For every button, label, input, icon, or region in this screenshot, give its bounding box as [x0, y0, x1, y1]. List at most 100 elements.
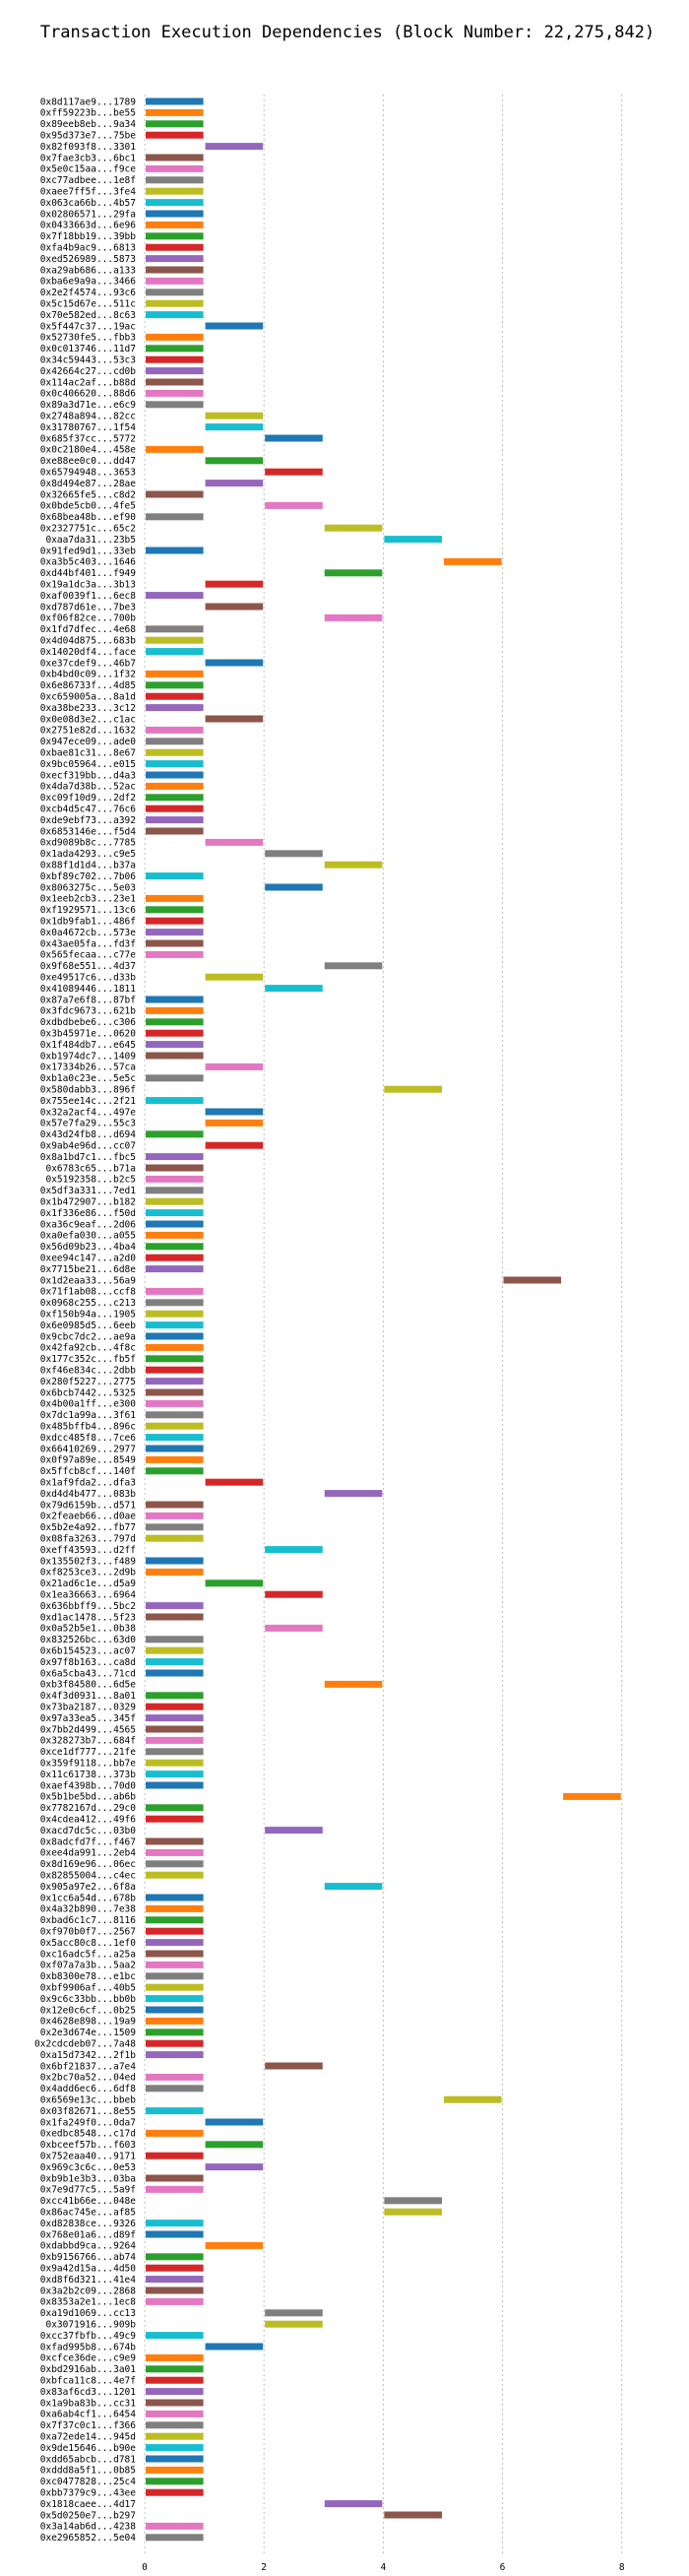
bar-150 [146, 1781, 204, 1789]
y-tick-label-3: 0x95d373e7...75be [40, 131, 137, 142]
y-tick-label-90: 0x32a2acf4...497e [40, 1107, 137, 1118]
bar-176 [146, 2073, 204, 2081]
bar-30 [265, 434, 323, 442]
y-tick-label-76: 0x565fecaa...c77e [40, 950, 137, 961]
bar-192 [146, 2253, 204, 2261]
bar-94 [146, 1153, 204, 1161]
bar-155 [146, 1837, 204, 1845]
bar-159 [324, 1883, 383, 1891]
y-tick-label-75: 0x43ae05fa...fd3f [40, 938, 136, 949]
bar-135 [146, 1613, 204, 1621]
y-tick-label-78: 0xe49517c6...d33b [40, 973, 137, 984]
y-tick-label-176: 0x2bc70a52...04ed [40, 2073, 136, 2084]
bar-60 [146, 771, 204, 779]
bar-78 [205, 973, 264, 981]
y-tick-label-17: 0x2e2f4574...93c6 [40, 288, 137, 298]
y-tick-label-99: 0x1f336e86...f50d [40, 1208, 136, 1219]
bar-118 [146, 1422, 204, 1430]
y-tick-label-20: 0x5f447c37...19ac [40, 321, 136, 332]
bar-112 [146, 1355, 204, 1363]
grid-lines [144, 95, 623, 2556]
bar-0 [146, 97, 204, 105]
y-tick-label-213: 0xbb7379c9...43ee [40, 2488, 137, 2499]
y-tick-label-131: 0xf8253ce3...2d9b [40, 1568, 137, 1578]
y-tick-label-149: 0x11c61738...373b [40, 1770, 137, 1780]
bar-46 [324, 613, 383, 621]
y-tick-label-138: 0x6b154523...ac07 [40, 1646, 136, 1657]
bar-70 [265, 883, 323, 891]
y-tick-label-64: 0xde9ebf73...a392 [40, 815, 136, 826]
bar-40 [146, 547, 204, 554]
y-tick-label-153: 0x4cdea412...49f6 [40, 1815, 137, 1826]
bar-45 [205, 603, 264, 611]
y-tick-label-128: 0x08fa3263...797d [40, 1534, 136, 1545]
y-tick-label-89: 0x755ee14c...2f21 [40, 1096, 137, 1107]
bar-32 [205, 457, 264, 465]
y-tick-label-137: 0x832526bc...63d0 [40, 1635, 137, 1645]
bar-90 [205, 1108, 264, 1116]
bar-210 [146, 2455, 204, 2463]
y-tick-label-148: 0x359f9118...bb7e [40, 1759, 137, 1770]
y-tick-label-68: 0x88f1d1d4...b37a [40, 861, 136, 871]
bar-3 [146, 131, 204, 139]
y-tick-label-93: 0x9ab4e96d...cc07 [40, 1141, 136, 1152]
y-tick-label-82: 0xdbdbebe6...c306 [40, 1017, 137, 1028]
y-tick-label-177: 0x4add6ec6...6df8 [40, 2084, 137, 2094]
bar-86 [205, 1063, 264, 1070]
bar-81 [146, 1006, 204, 1014]
bar-10 [146, 210, 204, 218]
y-tick-label-10: 0x02806571...29fa [40, 209, 136, 220]
bar-134 [146, 1602, 204, 1610]
bar-80 [146, 996, 204, 1003]
bar-146 [146, 1736, 204, 1744]
bar-125 [146, 1501, 204, 1509]
bar-183 [146, 2152, 204, 2159]
y-tick-label-18: 0x5c15d67e...511c [40, 299, 136, 310]
y-tick-label-63: 0xcb4d5c47...76c6 [40, 805, 137, 815]
y-tick-label-146: 0x328273b7...684f [40, 1736, 136, 1747]
bar-107 [146, 1299, 204, 1307]
bar-71 [146, 894, 204, 902]
y-tick-label-83: 0x3b45971e...0620 [40, 1029, 137, 1040]
x-tick-label-2: 2 [261, 2562, 267, 2573]
y-tick-label-200: 0xfad995b8...674b [40, 2342, 137, 2352]
bar-190 [146, 2230, 204, 2238]
bar-89 [146, 1097, 204, 1105]
y-tick-label-95: 0x6783c65...b71a [45, 1163, 136, 1174]
bar-122 [146, 1467, 204, 1475]
y-tick-label-157: 0x8d169e96...06ec [40, 1859, 136, 1870]
y-tick-label-43: 0x19a1dc3a...3b13 [40, 580, 136, 591]
bar-132 [205, 1579, 264, 1587]
y-tick-label-127: 0x5b2e4a92...fb77 [40, 1522, 136, 1533]
y-tick-label-164: 0x5acc80c8...1ef0 [40, 1938, 137, 1949]
y-tick-label-53: 0xc659005a...8a1d [40, 692, 136, 703]
bar-85 [146, 1052, 204, 1060]
bar-58 [146, 748, 204, 756]
y-tick-label-175: 0x6bf21837...a7e4 [40, 2061, 137, 2072]
y-tick-label-135: 0xd1ac1478...5f23 [40, 1612, 136, 1623]
bar-164 [146, 1939, 204, 1947]
y-tick-label-97: 0x5df3a331...7ed1 [40, 1186, 137, 1196]
bar-55 [205, 715, 264, 723]
y-tick-label-45: 0xd787d61e...7be3 [40, 602, 136, 612]
y-tick-label-186: 0x7e9d77c5...5a9f [40, 2185, 136, 2196]
bar-16 [146, 277, 204, 285]
y-tick-label-205: 0x1a9ba83b...cc31 [40, 2398, 137, 2409]
bar-133 [265, 1590, 323, 1598]
bar-106 [146, 1287, 204, 1295]
bar-36 [265, 501, 323, 509]
bar-203 [146, 2376, 204, 2384]
y-tick-label-152: 0x7782167d...29c0 [40, 1803, 137, 1814]
x-tick-label-0: 0 [142, 2562, 148, 2573]
bar-56 [146, 726, 204, 734]
bar-93 [205, 1141, 264, 1149]
bar-205 [146, 2399, 204, 2407]
y-tick-label-145: 0x7bb2d499...4565 [40, 1724, 136, 1735]
bar-69 [146, 872, 204, 880]
y-tick-label-109: 0x6e0985d5...6eeb [40, 1320, 137, 1331]
bar-170 [146, 2006, 204, 2014]
y-tick-label-85: 0xb1974dc7...1409 [40, 1051, 137, 1062]
y-tick-label-119: 0xdcc485f8...7ce6 [40, 1433, 137, 1444]
y-tick-label-48: 0x4d04d875...683b [40, 636, 137, 647]
bar-35 [146, 490, 204, 498]
